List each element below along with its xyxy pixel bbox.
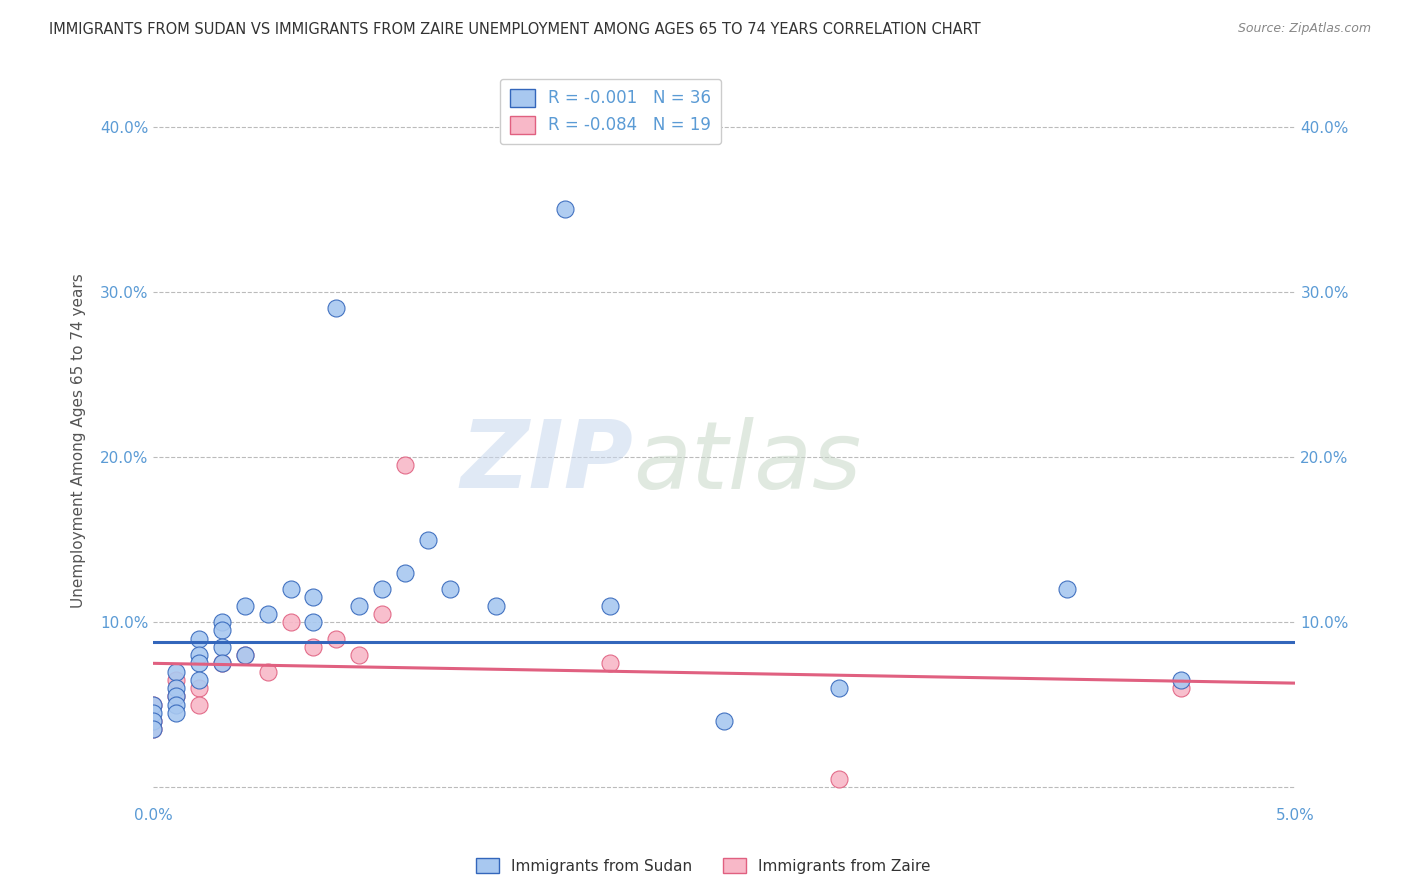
Point: [713, 714, 735, 728]
Point: [188, 698, 211, 712]
Point: [347, 599, 370, 613]
Point: [211, 657, 233, 671]
Point: [302, 591, 325, 605]
Point: [142, 698, 165, 712]
Point: [371, 582, 394, 596]
Point: [142, 714, 165, 728]
Point: [1170, 681, 1192, 695]
Point: [485, 599, 508, 613]
Point: [416, 533, 439, 547]
Point: [142, 714, 165, 728]
Point: [256, 665, 278, 679]
Point: [827, 681, 849, 695]
Point: [1056, 582, 1078, 596]
Point: [165, 706, 187, 720]
Point: [188, 681, 211, 695]
Point: [211, 657, 233, 671]
Point: [211, 624, 233, 638]
Point: [325, 632, 347, 646]
Point: [554, 202, 576, 217]
Point: [165, 698, 187, 712]
Point: [325, 301, 347, 316]
Point: [394, 566, 416, 580]
Point: [165, 690, 187, 704]
Point: [165, 673, 187, 687]
Text: IMMIGRANTS FROM SUDAN VS IMMIGRANTS FROM ZAIRE UNEMPLOYMENT AMONG AGES 65 TO 74 : IMMIGRANTS FROM SUDAN VS IMMIGRANTS FROM…: [49, 22, 981, 37]
Point: [302, 615, 325, 629]
Y-axis label: Unemployment Among Ages 65 to 74 years: Unemployment Among Ages 65 to 74 years: [72, 273, 86, 608]
Point: [142, 698, 165, 712]
Point: [188, 673, 211, 687]
Point: [280, 615, 302, 629]
Point: [599, 599, 621, 613]
Point: [188, 632, 211, 646]
Point: [233, 648, 256, 662]
Text: atlas: atlas: [633, 417, 862, 508]
Point: [188, 648, 211, 662]
Point: [233, 599, 256, 613]
Point: [371, 607, 394, 621]
Point: [165, 690, 187, 704]
Point: [1170, 673, 1192, 687]
Point: [142, 706, 165, 720]
Point: [211, 615, 233, 629]
Point: [142, 723, 165, 737]
Point: [280, 582, 302, 596]
Point: [827, 772, 849, 786]
Point: [599, 657, 621, 671]
Point: [302, 640, 325, 654]
Point: [142, 723, 165, 737]
Text: Source: ZipAtlas.com: Source: ZipAtlas.com: [1237, 22, 1371, 36]
Point: [188, 657, 211, 671]
Point: [233, 648, 256, 662]
Point: [394, 458, 416, 473]
Point: [256, 607, 278, 621]
Point: [211, 640, 233, 654]
Point: [165, 665, 187, 679]
Point: [165, 681, 187, 695]
Legend: Immigrants from Sudan, Immigrants from Zaire: Immigrants from Sudan, Immigrants from Z…: [470, 852, 936, 880]
Point: [439, 582, 461, 596]
Text: ZIP: ZIP: [460, 417, 633, 508]
Legend: R = -0.001   N = 36, R = -0.084   N = 19: R = -0.001 N = 36, R = -0.084 N = 19: [499, 78, 721, 145]
Point: [347, 648, 370, 662]
